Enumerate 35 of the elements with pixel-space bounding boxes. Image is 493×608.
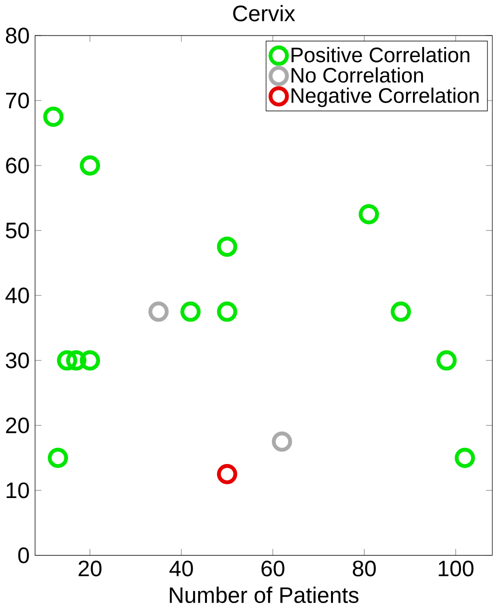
x-tick-label: 20 [78, 560, 102, 576]
point [148, 302, 169, 322]
y-tick-label: 20 [6, 417, 30, 434]
point [390, 302, 412, 322]
point [66, 350, 87, 371]
y-tick-label: 10 [6, 482, 30, 498]
point [436, 350, 457, 371]
y-tick-label: 80 [6, 28, 30, 44]
x-tick-label: 60 [262, 560, 285, 576]
point [57, 350, 78, 371]
point [43, 106, 64, 127]
point [217, 236, 238, 257]
point [217, 302, 238, 322]
point [358, 204, 380, 224]
y-tick-label: 60 [6, 158, 30, 174]
point [80, 155, 100, 176]
y-tick-label: 40 [6, 288, 30, 304]
y-tick-label: 30 [6, 352, 30, 368]
legend-label: No Correlation [292, 67, 424, 83]
y-tick-label: 70 [6, 92, 30, 108]
legend-label: Positive Correlation [292, 47, 470, 62]
x-tick-label: 100 [438, 560, 474, 576]
chart-title: Cervix [233, 4, 296, 22]
x-tick-label: 40 [170, 560, 194, 576]
point [180, 302, 201, 322]
x-axis-title: Number of Patients [170, 586, 359, 604]
point [80, 350, 100, 371]
point [272, 432, 292, 452]
point [48, 448, 68, 468]
legend-label: Negative Correlation [292, 88, 479, 108]
point [217, 464, 238, 484]
y-tick-label: 0 [18, 547, 30, 564]
point [454, 448, 476, 468]
x-tick-label: 80 [353, 560, 376, 576]
y-tick-label: 50 [6, 222, 30, 238]
